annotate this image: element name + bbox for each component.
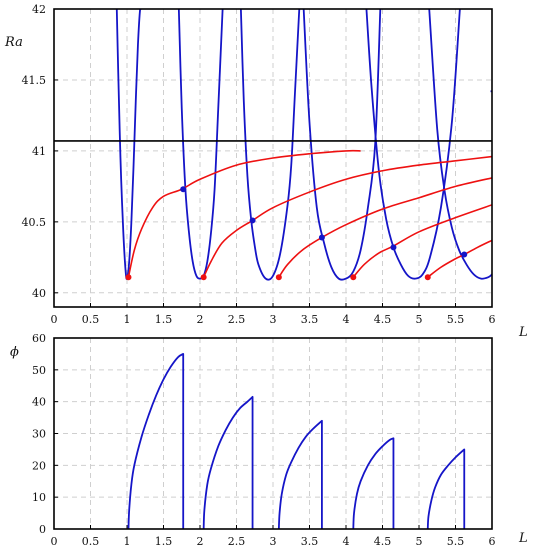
red-marker-2: [275, 274, 282, 281]
bottom-y-tick-labels: 0 10 20 30 40 50 60: [32, 332, 46, 536]
marginal-curve-2: [177, 9, 224, 280]
stability-curve-1: [127, 149, 361, 278]
bottom-y-axis-label: ϕ: [10, 345, 19, 360]
bottom-y-tick-label: 30: [32, 428, 46, 441]
top-x-tick-label: 0.5: [82, 313, 100, 326]
top-x-tick-label: 5.5: [447, 313, 465, 326]
top-y-tick-labels: 40 40.5 41 41.5 42: [22, 3, 47, 300]
blue-marker-8: [390, 244, 397, 251]
top-y-tick-label: 40.5: [22, 216, 47, 229]
bottom-x-tick-label: 5: [416, 535, 423, 548]
phi-curve-3: [277, 419, 323, 530]
bottom-grid: [53, 337, 493, 530]
top-chart: 0 0.5 1 1.5 2 2.5 3 3.5 4 4.5 5 5.5 6 40 40.5 41 41.5 42…: [4, 3, 528, 340]
stability-curve-2: [202, 155, 492, 278]
bottom-y-tick-label: 10: [32, 491, 46, 504]
bottom-series: [127, 353, 466, 530]
top-x-tick-label: 5: [416, 313, 423, 326]
phi-curve-1: [127, 353, 185, 530]
bottom-x-tick-label: 0: [51, 535, 58, 548]
blue-marker-9: [461, 251, 468, 258]
blue-marker-7: [318, 234, 325, 241]
top-x-tick-labels: 0 0.5 1 1.5 2 2.5 3 3.5 4 4.5 5 5.5 6: [51, 313, 496, 326]
top-x-tick-label: 4: [343, 313, 350, 326]
stability-curve-5: [427, 239, 492, 278]
top-x-tick-label: 3.5: [301, 313, 319, 326]
top-x-tick-label: 6: [489, 313, 496, 326]
stability-curve-4: [352, 204, 492, 278]
bottom-x-tick-label: 5.5: [447, 535, 465, 548]
bottom-x-axis-label: L: [518, 531, 528, 546]
red-marker-4: [424, 274, 431, 281]
top-x-tick-label: 1.5: [155, 313, 173, 326]
bottom-x-tick-labels: 0 0.5 1 1.5 2 2.5 3 3.5 4 4.5 5 5.5 6: [51, 535, 496, 548]
bottom-x-tick-label: 3.5: [301, 535, 319, 548]
bottom-x-tick-label: 1.5: [155, 535, 173, 548]
bottom-y-tick-label: 0: [39, 523, 46, 536]
bottom-x-tick-label: 4.5: [374, 535, 392, 548]
top-x-tick-label: 2: [197, 313, 204, 326]
red-marker-3: [350, 274, 357, 281]
marginal-curve-1: [115, 9, 143, 280]
bottom-x-tick-label: 1: [124, 535, 131, 548]
top-y-tick-label: 40: [32, 287, 46, 300]
phi-curve-4: [352, 437, 395, 530]
bottom-x-tick-label: 3: [270, 535, 277, 548]
bottom-x-tick-label: 4: [343, 535, 350, 548]
blue-marker-5: [180, 186, 187, 193]
marginal-curve-3: [239, 9, 301, 281]
bottom-x-tick-label: 2.5: [228, 535, 246, 548]
phi-curve-5: [426, 448, 466, 530]
top-markers: [125, 186, 468, 281]
top-y-tick-label: 41: [32, 145, 46, 158]
marginal-curve-5: [365, 9, 461, 280]
bottom-y-tick-label: 40: [32, 396, 46, 409]
top-x-tick-label: 1: [124, 313, 131, 326]
top-plot-frame: [53, 8, 493, 308]
marginal-curve-4: [302, 9, 382, 281]
top-x-axis-label: L: [518, 325, 528, 340]
top-x-tick-label: 0: [51, 313, 58, 326]
top-y-tick-label: 42: [32, 3, 46, 16]
top-y-tick-label: 41.5: [22, 74, 47, 87]
bottom-y-tick-label: 50: [32, 364, 46, 377]
red-marker-0: [125, 274, 132, 281]
top-x-tick-label: 2.5: [228, 313, 246, 326]
top-x-tick-label: 3: [270, 313, 277, 326]
bottom-plot-frame: [53, 337, 493, 530]
top-x-tick-label: 4.5: [374, 313, 392, 326]
bottom-x-tick-label: 2: [197, 535, 204, 548]
bottom-y-tick-label: 60: [32, 332, 46, 345]
phi-curve-2: [202, 395, 254, 530]
bottom-x-tick-label: 0.5: [82, 535, 100, 548]
top-y-axis-label: Ra: [4, 35, 23, 50]
blue-marker-6: [249, 217, 256, 224]
stability-curve-3: [278, 177, 492, 278]
bottom-y-tick-label: 20: [32, 459, 46, 472]
red-marker-1: [200, 274, 207, 281]
marginal-curve-6: [428, 9, 492, 280]
bottom-chart: 0 0.5 1 1.5 2 2.5 3 3.5 4 4.5 5 5.5 6 0102030405060 …: [10, 332, 528, 548]
bottom-x-tick-label: 6: [489, 535, 496, 548]
